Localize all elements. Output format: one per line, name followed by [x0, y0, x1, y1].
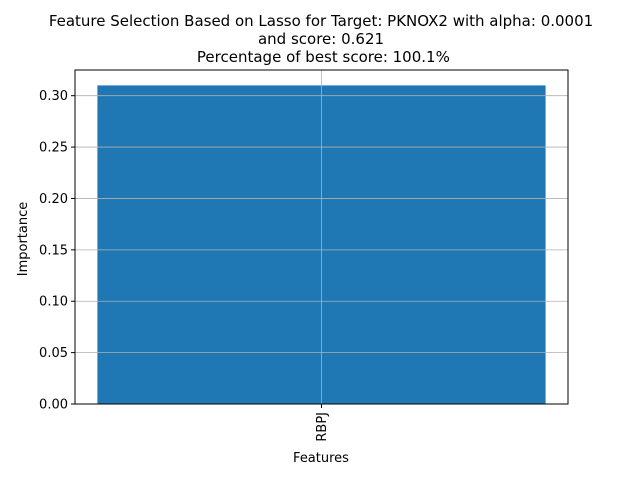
y-tick-label: 0.15	[39, 243, 68, 258]
chart-title: Feature Selection Based on Lasso for Tar…	[49, 12, 593, 66]
chart-title-line-2: and score: 0.621	[258, 30, 384, 48]
y-tick-label: 0.30	[39, 89, 68, 104]
plot-area: 0.00 0.05 0.10 0.15 0.20 0.25 0.30 RBPJ	[39, 69, 569, 442]
y-tick-label: 0.20	[39, 192, 68, 207]
y-tick-label: 0.00	[39, 398, 68, 413]
y-tick-label: 0.10	[39, 295, 68, 310]
y-tick-label: 0.05	[39, 346, 68, 361]
y-axis-label: Importance	[16, 202, 31, 277]
chart-title-line-1: Feature Selection Based on Lasso for Tar…	[49, 12, 593, 30]
x-axis-label: Features	[293, 451, 349, 466]
y-tick-label: 0.25	[39, 141, 68, 156]
chart-title-line-3: Percentage of best score: 100.1%	[192, 48, 450, 66]
x-tick-label: RBPJ	[315, 412, 330, 442]
